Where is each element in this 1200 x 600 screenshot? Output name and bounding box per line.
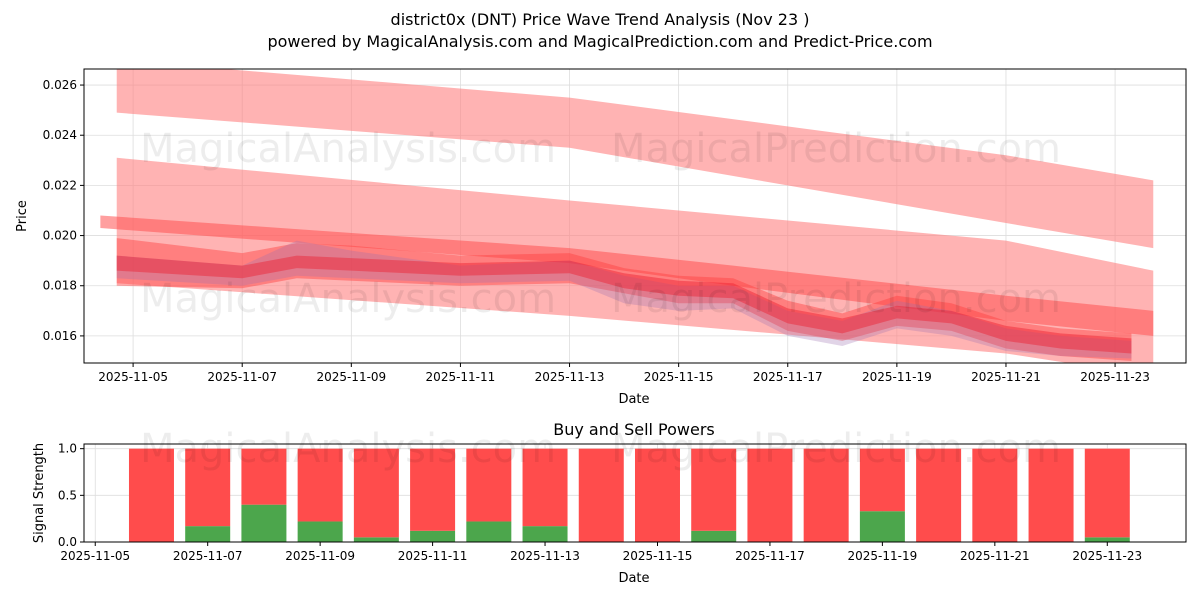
sell-bar bbox=[691, 448, 737, 531]
sell-bar bbox=[353, 448, 399, 538]
price-chart: 2025-11-05 2025-11-07 2025-11-09 2025-11-11… bbox=[43, 68, 1187, 384]
wave-band-1 bbox=[116, 238, 1132, 361]
signal-axes-frame bbox=[83, 443, 1187, 543]
sell-bar bbox=[185, 448, 231, 527]
buy-bar bbox=[1084, 537, 1130, 542]
signal-x-label: Date bbox=[618, 571, 649, 586]
x-tick-label: 2025-11-21 bbox=[960, 549, 1030, 563]
buy-bar bbox=[410, 530, 456, 542]
buy-bar bbox=[466, 521, 512, 542]
x-tick-label: 2025-11-13 bbox=[510, 549, 580, 563]
buy-bar bbox=[522, 526, 568, 542]
narrow-band bbox=[100, 215, 1154, 336]
signal-y-label: Signal Strength bbox=[32, 443, 47, 543]
sell-bar bbox=[297, 448, 343, 522]
signal-chart: 2025-11-05 2025-11-07 2025-11-09 2025-11-11… bbox=[58, 442, 1187, 563]
wave-band-3 bbox=[116, 255, 1132, 354]
x-tick-label: 2025-11-05 bbox=[60, 549, 130, 563]
x-tick-label: 2025-11-07 bbox=[207, 370, 277, 384]
buy-bar bbox=[185, 526, 231, 542]
y-tick-label: 1.0 bbox=[58, 442, 77, 456]
buy-bar bbox=[297, 521, 343, 542]
watermark-analysis: MagicalAnalysis.com bbox=[140, 126, 556, 172]
buy-bar bbox=[353, 537, 399, 542]
sell-bar bbox=[916, 448, 962, 542]
sell-bar bbox=[128, 448, 174, 542]
price-x-label: Date bbox=[618, 392, 649, 407]
sell-bar bbox=[1028, 448, 1074, 542]
watermark-prediction-2: MagicalPrediction.com bbox=[611, 276, 1061, 322]
watermark-analysis-3: MagicalAnalysis.com bbox=[140, 426, 556, 472]
x-tick-label: 2025-11-23 bbox=[1080, 370, 1150, 384]
sell-bar bbox=[859, 448, 905, 512]
sell-bar bbox=[747, 448, 793, 542]
x-tick-label: 2025-11-17 bbox=[753, 370, 823, 384]
y-tick-label: 0.020 bbox=[43, 229, 77, 243]
x-tick-label: 2025-11-11 bbox=[398, 549, 468, 563]
y-tick-label: 0.018 bbox=[43, 279, 77, 293]
x-tick-label: 2025-11-21 bbox=[971, 370, 1041, 384]
buy-bar bbox=[691, 530, 737, 542]
wave-band-2 bbox=[116, 240, 1132, 359]
x-tick-label: 2025-11-17 bbox=[735, 549, 805, 563]
x-tick-label: 2025-11-05 bbox=[98, 370, 168, 384]
watermark-prediction: MagicalPrediction.com bbox=[611, 126, 1061, 172]
y-tick-label: 0.5 bbox=[58, 488, 77, 502]
x-tick-label: 2025-11-07 bbox=[173, 549, 243, 563]
buy-bar bbox=[859, 511, 905, 542]
sell-bar bbox=[1084, 448, 1130, 538]
signal-chart-title: Buy and Sell Powers bbox=[553, 420, 715, 439]
x-tick-label: 2025-11-09 bbox=[285, 549, 355, 563]
price-y-label: Price bbox=[15, 200, 30, 232]
y-tick-label: 0.016 bbox=[43, 329, 77, 343]
sell-bar bbox=[241, 448, 287, 505]
sell-bar bbox=[578, 448, 624, 542]
price-axes-frame bbox=[83, 68, 1187, 364]
x-tick-label: 2025-11-11 bbox=[426, 370, 496, 384]
y-tick-label: 0.022 bbox=[43, 178, 77, 192]
y-tick-label: 0.0 bbox=[58, 535, 77, 549]
bands-group bbox=[100, 69, 1154, 363]
chart-subtitle: powered by MagicalAnalysis.com and Magic… bbox=[267, 32, 932, 51]
x-tick-label: 2025-11-23 bbox=[1072, 549, 1142, 563]
y-tick-label: 0.026 bbox=[43, 78, 77, 92]
watermark-prediction-3: MagicalPrediction.com bbox=[611, 426, 1061, 472]
sell-bar bbox=[466, 448, 512, 522]
x-tick-label: 2025-11-15 bbox=[623, 549, 693, 563]
sell-bar bbox=[522, 448, 568, 527]
x-tick-label: 2025-11-19 bbox=[848, 549, 918, 563]
y-tick-label: 0.024 bbox=[43, 128, 77, 142]
x-tick-label: 2025-11-13 bbox=[535, 370, 605, 384]
sell-bar bbox=[410, 448, 456, 531]
sell-bar bbox=[972, 448, 1018, 542]
sell-bar bbox=[803, 448, 849, 542]
watermark-analysis-2: MagicalAnalysis.com bbox=[140, 276, 556, 322]
x-tick-label: 2025-11-09 bbox=[316, 370, 386, 384]
x-tick-label: 2025-11-15 bbox=[644, 370, 714, 384]
buy-bar bbox=[241, 504, 287, 542]
chart-title: district0x (DNT) Price Wave Trend Analys… bbox=[391, 10, 810, 29]
x-tick-label: 2025-11-19 bbox=[862, 370, 932, 384]
sell-bar bbox=[634, 448, 680, 542]
wide-band-upper bbox=[116, 69, 1154, 249]
